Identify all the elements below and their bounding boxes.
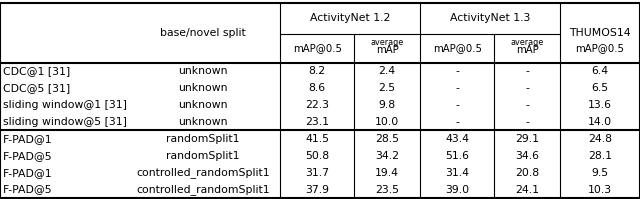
Text: controlled_randomSplit1: controlled_randomSplit1 <box>136 184 270 195</box>
Text: 24.8: 24.8 <box>588 134 612 144</box>
Text: -: - <box>525 100 529 110</box>
Text: 29.1: 29.1 <box>515 134 539 144</box>
Text: -: - <box>525 66 529 76</box>
Text: 34.2: 34.2 <box>375 151 399 161</box>
Text: 28.1: 28.1 <box>588 151 612 161</box>
Text: sliding window@5 [31]: sliding window@5 [31] <box>3 117 127 127</box>
Text: 19.4: 19.4 <box>375 168 399 178</box>
Text: 34.6: 34.6 <box>515 151 539 161</box>
Text: 9.5: 9.5 <box>591 168 609 178</box>
Text: unknown: unknown <box>179 100 228 110</box>
Text: mAP@0.5: mAP@0.5 <box>292 43 342 53</box>
Text: mAP@0.5: mAP@0.5 <box>575 43 625 53</box>
Text: F-PAD@5: F-PAD@5 <box>3 184 53 195</box>
Text: mAP@0.5: mAP@0.5 <box>433 43 482 53</box>
Text: CDC@1 [31]: CDC@1 [31] <box>3 66 70 76</box>
Text: mAP: mAP <box>516 45 539 55</box>
Text: 31.4: 31.4 <box>445 168 469 178</box>
Text: 51.6: 51.6 <box>445 151 469 161</box>
Text: average: average <box>371 38 404 47</box>
Text: -: - <box>455 83 459 93</box>
Text: ActivityNet 1.2: ActivityNet 1.2 <box>310 13 390 23</box>
Text: controlled_randomSplit1: controlled_randomSplit1 <box>136 167 270 178</box>
Text: -: - <box>455 100 459 110</box>
Text: F-PAD@5: F-PAD@5 <box>3 151 53 161</box>
Text: 20.8: 20.8 <box>515 168 540 178</box>
Text: mAP: mAP <box>376 45 399 55</box>
Text: THUMOS14: THUMOS14 <box>569 28 631 38</box>
Text: 9.8: 9.8 <box>379 100 396 110</box>
Text: 24.1: 24.1 <box>515 184 539 195</box>
Text: average: average <box>511 38 544 47</box>
Text: 50.8: 50.8 <box>305 151 329 161</box>
Text: CDC@5 [31]: CDC@5 [31] <box>3 83 70 93</box>
Text: 23.5: 23.5 <box>375 184 399 195</box>
Text: unknown: unknown <box>179 83 228 93</box>
Text: unknown: unknown <box>179 66 228 76</box>
Text: -: - <box>525 83 529 93</box>
Text: 14.0: 14.0 <box>588 117 612 127</box>
Text: 10.3: 10.3 <box>588 184 612 195</box>
Text: 13.6: 13.6 <box>588 100 612 110</box>
Text: 31.7: 31.7 <box>305 168 329 178</box>
Text: 37.9: 37.9 <box>305 184 329 195</box>
Text: 2.5: 2.5 <box>379 83 396 93</box>
Text: randomSplit1: randomSplit1 <box>166 134 240 144</box>
Text: 39.0: 39.0 <box>445 184 469 195</box>
Text: 10.0: 10.0 <box>375 117 399 127</box>
Text: sliding window@1 [31]: sliding window@1 [31] <box>3 100 127 110</box>
Text: 23.1: 23.1 <box>305 117 329 127</box>
Text: -: - <box>525 117 529 127</box>
Text: 6.5: 6.5 <box>591 83 609 93</box>
Text: ActivityNet 1.3: ActivityNet 1.3 <box>450 13 530 23</box>
Text: F-PAD@1: F-PAD@1 <box>3 168 53 178</box>
Text: 28.5: 28.5 <box>375 134 399 144</box>
Text: F-PAD@1: F-PAD@1 <box>3 134 53 144</box>
Text: -: - <box>455 66 459 76</box>
Text: 41.5: 41.5 <box>305 134 329 144</box>
Text: 6.4: 6.4 <box>591 66 609 76</box>
Text: 43.4: 43.4 <box>445 134 469 144</box>
Text: 8.2: 8.2 <box>308 66 326 76</box>
Text: randomSplit1: randomSplit1 <box>166 151 240 161</box>
Text: 22.3: 22.3 <box>305 100 329 110</box>
Text: base/novel split: base/novel split <box>161 28 246 38</box>
Text: 8.6: 8.6 <box>308 83 326 93</box>
Text: 2.4: 2.4 <box>379 66 396 76</box>
Text: -: - <box>455 117 459 127</box>
Text: unknown: unknown <box>179 117 228 127</box>
